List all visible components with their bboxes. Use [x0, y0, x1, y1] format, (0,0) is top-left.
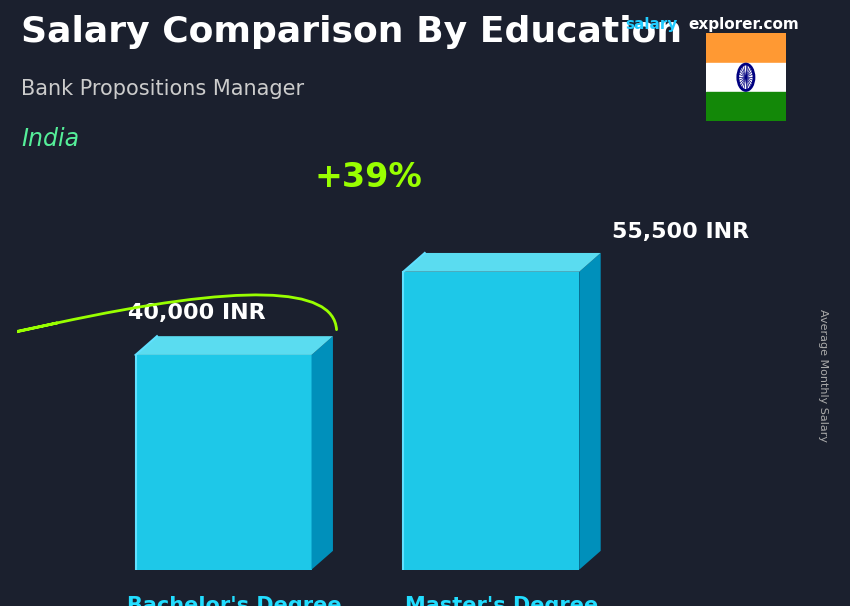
Polygon shape: [403, 253, 601, 271]
Text: salary: salary: [625, 17, 677, 32]
Text: 40,000 INR: 40,000 INR: [128, 303, 265, 323]
Polygon shape: [311, 336, 333, 570]
Polygon shape: [403, 271, 579, 570]
Text: Bachelor's Degree: Bachelor's Degree: [127, 596, 342, 606]
Polygon shape: [579, 253, 601, 570]
Polygon shape: [136, 355, 311, 570]
Text: Bank Propositions Manager: Bank Propositions Manager: [21, 79, 304, 99]
Text: explorer.com: explorer.com: [688, 17, 799, 32]
Text: Master's Degree: Master's Degree: [405, 596, 598, 606]
Bar: [706, 33, 786, 62]
Polygon shape: [136, 336, 333, 355]
Bar: [706, 62, 786, 92]
Text: 55,500 INR: 55,500 INR: [612, 222, 750, 242]
Text: Average Monthly Salary: Average Monthly Salary: [818, 309, 828, 442]
Text: India: India: [21, 127, 79, 152]
Bar: [706, 92, 786, 121]
Text: +39%: +39%: [314, 161, 422, 195]
Text: Salary Comparison By Education: Salary Comparison By Education: [21, 15, 683, 49]
FancyArrowPatch shape: [0, 295, 337, 606]
